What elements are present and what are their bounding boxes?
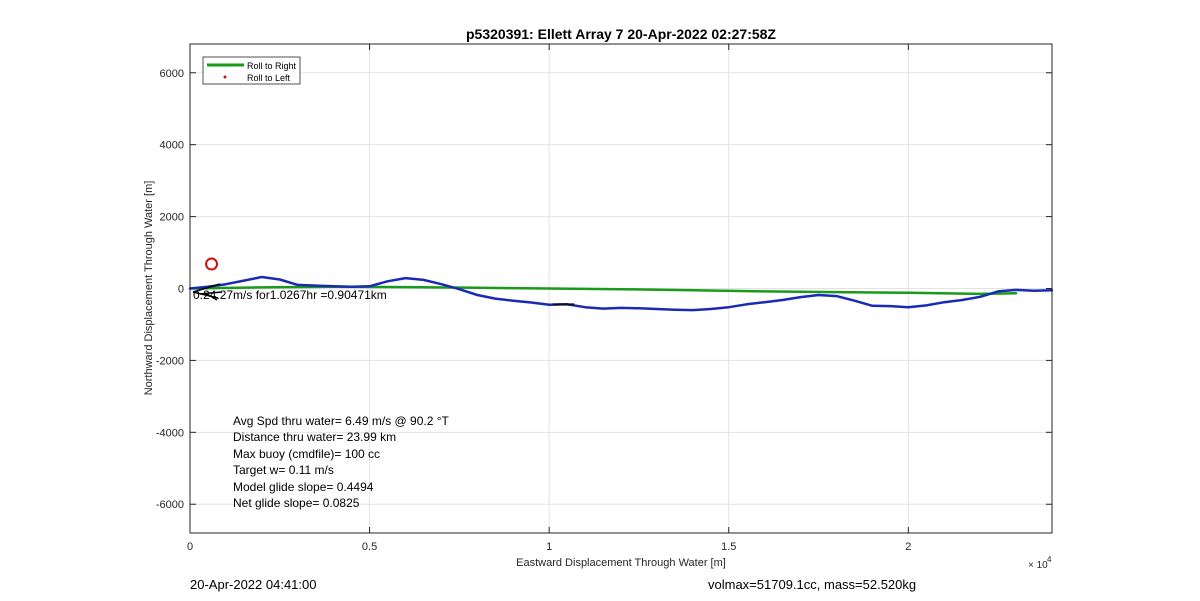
series-point [350, 285, 353, 288]
series-point [692, 309, 694, 311]
y-axis-ticks: -6000 -4000 -2000 0 2000 4000 6000 [156, 68, 1052, 511]
arrow-label: 0.24.27m/s for1.0267hr =0.90471km [193, 288, 387, 302]
y-tick-label: 2000 [160, 212, 184, 224]
x-tick-label: 1 [546, 541, 552, 553]
y-tick-label: 6000 [160, 68, 184, 80]
series-point [386, 280, 389, 283]
stat-max-buoy: Max buoy (cmdfile)= 100 cc [233, 447, 380, 461]
x-tick-label: 2 [905, 541, 911, 553]
series-point [997, 290, 999, 293]
series-point [656, 308, 658, 310]
y-tick-label: -2000 [156, 355, 184, 367]
series-point [332, 285, 335, 288]
series-point [871, 304, 874, 307]
series-point [835, 295, 838, 297]
stat-avg-speed: Avg Spd thru water= 6.49 m/s @ 90.2 °T [233, 414, 450, 428]
y-axis-label: Northward Displacement Through Water [m] [143, 181, 155, 396]
legend: Roll to Right Roll to Left [202, 56, 301, 85]
y-tick-label: -4000 [156, 427, 184, 439]
legend-box [202, 56, 301, 85]
series-point [1033, 289, 1035, 292]
x-tick-label: 0.5 [362, 541, 377, 553]
series-point [225, 283, 227, 285]
series-point [476, 286, 479, 289]
drift-arrow [192, 283, 223, 301]
series-point [638, 307, 640, 310]
series-point [1015, 292, 1017, 294]
series-point [261, 276, 263, 278]
series-point [1015, 289, 1017, 291]
series-point [889, 305, 892, 307]
series-point [781, 299, 784, 301]
series-point [476, 294, 479, 296]
series-point [620, 307, 622, 309]
series-layer [188, 275, 1054, 312]
series-point [422, 279, 425, 281]
markers-layer [205, 257, 575, 306]
footer-timestamp: 20-Apr-2022 04:41:00 [190, 577, 317, 592]
series-point [943, 301, 946, 303]
y-tick-label: 4000 [160, 140, 184, 152]
series-point [907, 292, 910, 294]
series-point [440, 283, 443, 285]
series-point [674, 308, 676, 311]
series-point [404, 277, 407, 279]
series-point [243, 279, 245, 282]
series-point [602, 307, 604, 310]
series-point [458, 288, 461, 291]
series-point [979, 293, 981, 295]
y-tick-label: 0 [178, 284, 184, 296]
series-point [835, 291, 838, 293]
series-point [925, 304, 928, 307]
x-tick-label: 1.5 [721, 541, 736, 553]
series-point [404, 286, 407, 288]
series-point [261, 286, 263, 289]
series-point [278, 278, 281, 281]
x-exponent-base: × 10 [1028, 560, 1048, 571]
legend-label-roll-left: Roll to Left [247, 73, 291, 83]
x-exponent-power: 4 [1047, 555, 1052, 564]
plot-frame [189, 43, 1053, 534]
series-point [727, 306, 730, 308]
series-point [368, 285, 371, 288]
series-point [961, 299, 964, 301]
x-exponent: × 10 4 [1028, 555, 1052, 571]
series-point [979, 295, 981, 298]
stat-net-glide: Net glide slope= 0.0825 [233, 496, 360, 510]
series-point [709, 308, 712, 310]
legend-label-roll-right: Roll to Right [247, 61, 297, 71]
series-point [620, 288, 622, 291]
legend-swatch-roll-left [223, 75, 227, 79]
x-tick-label: 0 [187, 541, 193, 553]
chart-title: p5320391: Ellett Array 7 20-Apr-2022 02:… [466, 26, 776, 42]
surface-marker-circle [205, 257, 219, 271]
series-point [584, 306, 586, 308]
series-point [745, 303, 748, 306]
series-point [799, 296, 802, 298]
series-point [548, 303, 550, 306]
series-point [530, 301, 533, 304]
stat-distance: Distance thru water= 23.99 km [233, 430, 396, 444]
stats-block: Avg Spd thru water= 6.49 m/s @ 90.2 °T D… [233, 414, 450, 510]
series-point [763, 301, 766, 303]
stat-target-w: Target w= 0.11 m/s [233, 463, 334, 477]
series-point [494, 297, 497, 300]
series-point [907, 306, 910, 308]
series-point [512, 299, 515, 302]
series-point [296, 284, 299, 286]
y-tick-label: -6000 [156, 499, 184, 511]
series-point [853, 299, 856, 302]
stat-model-glide: Model glide slope= 0.4494 [233, 480, 374, 494]
series-point [763, 290, 766, 293]
series-point [692, 289, 694, 292]
series-point [314, 284, 317, 287]
x-axis-label: Eastward Displacement Through Water [m] [516, 557, 726, 569]
footer-volmax-mass: volmax=51709.1cc, mass=52.520kg [708, 577, 917, 592]
series-point [548, 287, 550, 290]
series-point [817, 294, 820, 296]
x-axis-ticks: 0 0.5 1 1.5 2 [187, 44, 911, 553]
